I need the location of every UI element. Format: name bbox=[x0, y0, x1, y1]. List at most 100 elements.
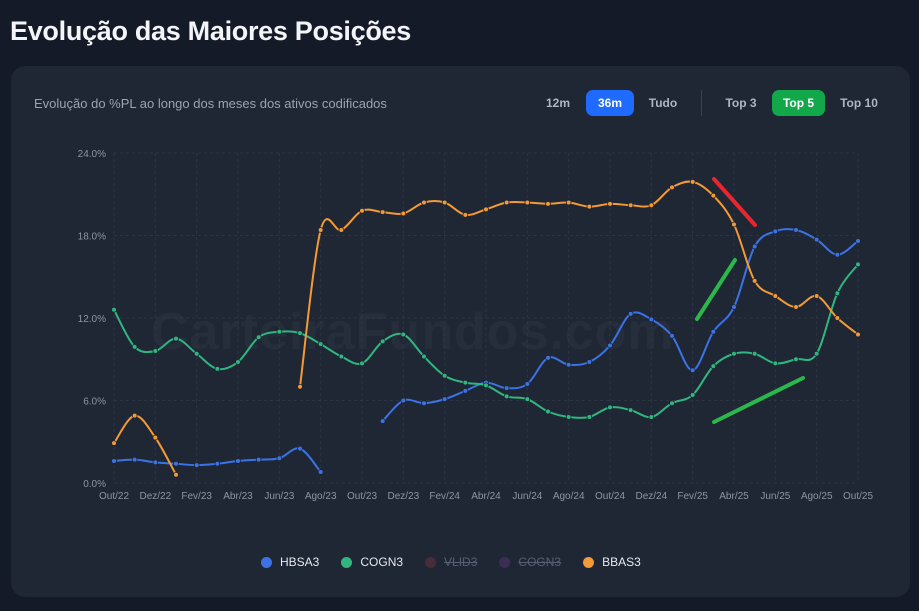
series-line-hbsa3 bbox=[113, 447, 322, 473]
x-tick-label: Jun/24 bbox=[512, 491, 542, 502]
data-point-bbas3 bbox=[834, 315, 841, 321]
data-point-bbas3 bbox=[173, 471, 179, 478]
data-point-cogn3 bbox=[441, 372, 448, 379]
period-tudo-button[interactable]: Tudo bbox=[648, 96, 678, 110]
data-point-cogn3 bbox=[710, 363, 717, 369]
data-point-hbsa3 bbox=[586, 359, 593, 365]
data-point-cogn3 bbox=[421, 353, 427, 360]
data-point-bbas3 bbox=[152, 434, 159, 441]
x-tick-label: Abr/24 bbox=[471, 491, 501, 502]
x-tick-label: Abr/25 bbox=[719, 491, 749, 502]
data-point-hbsa3 bbox=[793, 227, 799, 233]
data-point-bbas3 bbox=[689, 179, 696, 185]
data-point-bbas3 bbox=[731, 221, 737, 228]
data-point-bbas3 bbox=[855, 331, 861, 338]
data-point-cogn3 bbox=[462, 379, 469, 386]
y-tick-label: 6.0% bbox=[83, 397, 106, 408]
y-axis: 0.0% 6.0% 12.0% 18.0% 24.0% bbox=[78, 149, 106, 490]
data-point-hbsa3 bbox=[235, 458, 241, 464]
legend-label: BBAS3 bbox=[602, 555, 641, 569]
data-point-cogn3 bbox=[524, 396, 531, 402]
data-point-bbas3 bbox=[545, 201, 551, 207]
legend-item-cogn3[interactable]: COGN3 bbox=[341, 555, 403, 569]
x-tick-label: Out/24 bbox=[595, 491, 625, 502]
y-tick-label: 24.0% bbox=[78, 149, 106, 160]
y-tick-label: 18.0% bbox=[78, 232, 106, 243]
data-point-bbas3 bbox=[359, 207, 365, 214]
period-12m-button[interactable]: 12m bbox=[545, 96, 571, 110]
legend-item-bbas3[interactable]: BBAS3 bbox=[583, 555, 641, 569]
legend-dot-icon bbox=[499, 556, 511, 568]
chart-card: Evolução do %PL ao longo dos meses dos a… bbox=[11, 66, 910, 597]
data-point-hbsa3 bbox=[400, 397, 407, 404]
data-point-hbsa3 bbox=[214, 460, 221, 467]
data-point-bbas3 bbox=[462, 212, 469, 218]
data-point-bbas3 bbox=[503, 199, 510, 206]
data-point-bbas3 bbox=[421, 199, 427, 206]
x-tick-label: Fev/25 bbox=[677, 491, 708, 502]
y-tick-label: 12.0% bbox=[78, 314, 106, 325]
legend-label: COGN3 bbox=[360, 555, 404, 569]
button-group-divider bbox=[701, 90, 702, 116]
x-tick-label: Dez/23 bbox=[387, 491, 419, 502]
data-point-cogn3 bbox=[359, 360, 365, 367]
data-point-cogn3 bbox=[255, 334, 262, 341]
data-point-bbas3 bbox=[565, 199, 572, 206]
data-point-bbas3 bbox=[317, 227, 324, 233]
x-tick-label: Ago/25 bbox=[801, 491, 833, 502]
data-point-cogn3 bbox=[111, 306, 117, 313]
legend-label: HBSA3 bbox=[280, 555, 320, 569]
data-point-hbsa3 bbox=[834, 251, 841, 258]
annotations bbox=[695, 177, 805, 424]
x-tick-label: Out/23 bbox=[347, 491, 377, 502]
data-point-hbsa3 bbox=[545, 355, 551, 361]
data-point-cogn3 bbox=[855, 261, 861, 268]
data-point-cogn3 bbox=[297, 330, 303, 336]
top-3-button[interactable]: Top 3 bbox=[725, 96, 757, 110]
series-line-hbsa3 bbox=[381, 228, 859, 422]
data-point-cogn3 bbox=[193, 350, 200, 357]
data-point-cogn3 bbox=[793, 356, 799, 363]
legend-label: VLID3 bbox=[444, 555, 478, 569]
legend-item-vlid3[interactable]: VLID3 bbox=[425, 555, 477, 569]
top-10-button[interactable]: Top 10 bbox=[840, 96, 878, 110]
data-point-bbas3 bbox=[793, 304, 799, 310]
page-title: Evolução das Maiores Posições bbox=[10, 16, 411, 46]
data-point-hbsa3 bbox=[751, 243, 758, 250]
data-point-cogn3 bbox=[586, 414, 593, 420]
data-point-bbas3 bbox=[669, 184, 675, 191]
data-point-bbas3 bbox=[483, 206, 489, 213]
data-point-hbsa3 bbox=[731, 304, 737, 310]
data-point-cogn3 bbox=[731, 350, 737, 357]
data-point-bbas3 bbox=[586, 203, 593, 210]
data-point-hbsa3 bbox=[421, 400, 427, 407]
period-36m-button[interactable]: 36m bbox=[586, 90, 634, 116]
data-point-cogn3 bbox=[503, 393, 510, 400]
data-point-bbas3 bbox=[400, 210, 407, 217]
data-point-hbsa3 bbox=[173, 460, 179, 467]
annotation-green-stroke-up bbox=[695, 258, 737, 321]
data-point-bbas3 bbox=[111, 440, 117, 446]
data-point-hbsa3 bbox=[524, 381, 531, 387]
data-point-bbas3 bbox=[751, 278, 758, 284]
legend-item-hbsa3[interactable]: HBSA3 bbox=[261, 555, 319, 569]
legend-item-cogn3-hidden[interactable]: COGN3 bbox=[499, 555, 561, 569]
x-tick-label: Fev/24 bbox=[429, 491, 460, 502]
series-points bbox=[111, 179, 861, 478]
data-point-cogn3 bbox=[607, 404, 613, 411]
data-point-cogn3 bbox=[483, 382, 489, 389]
series-line-bbas3 bbox=[113, 414, 177, 476]
data-point-cogn3 bbox=[214, 366, 221, 372]
data-point-bbas3 bbox=[710, 192, 717, 199]
top-5-button[interactable]: Top 5 bbox=[772, 90, 825, 116]
data-point-hbsa3 bbox=[255, 456, 262, 463]
x-axis: Out/22 Dez/22 Fev/23 Abr/23 Jun/23 Ago/23 Out/… bbox=[99, 491, 873, 502]
data-point-hbsa3 bbox=[297, 445, 303, 452]
data-point-cogn3 bbox=[235, 359, 241, 365]
data-point-cogn3 bbox=[152, 348, 159, 354]
data-point-hbsa3 bbox=[131, 456, 138, 463]
data-point-hbsa3 bbox=[813, 236, 820, 243]
x-tick-label: Out/25 bbox=[843, 491, 873, 502]
legend-dot-icon bbox=[583, 556, 595, 568]
